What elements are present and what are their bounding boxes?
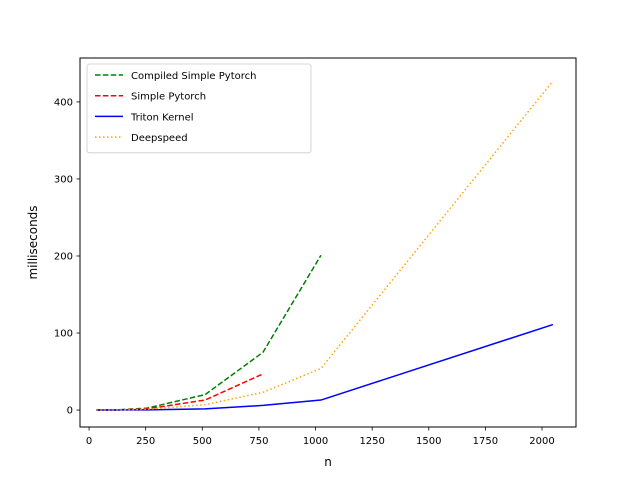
series-line-3 (96, 80, 554, 411)
series-line-0 (96, 254, 322, 411)
series-layer (96, 80, 554, 411)
x-tick-label: 500 (193, 436, 212, 447)
x-tick-label: 1750 (473, 436, 498, 447)
x-tick-label: 250 (136, 436, 155, 447)
y-tick-label: 300 (54, 174, 73, 185)
series-line-2 (96, 323, 554, 411)
y-tick-label: 200 (54, 251, 73, 262)
x-tick-label: 1000 (303, 436, 328, 447)
legend-label: Triton Kernel (130, 112, 194, 123)
y-tick-label: 400 (54, 97, 73, 108)
legend-frame (86, 63, 312, 154)
x-axis-ticks: 0 250 500 750 1000 1250 1500 1750 2000 (86, 427, 555, 447)
legend-label: Simple Pytorch (131, 92, 206, 103)
x-tick-label: 1500 (416, 436, 441, 447)
y-tick-label: 0 (67, 406, 73, 417)
x-axis-label: n (324, 455, 332, 469)
y-axis-ticks: 0 100 200 300 400 (54, 97, 80, 417)
x-tick-label: 1250 (359, 436, 384, 447)
y-axis-label: milliseconds (26, 205, 40, 279)
x-tick-label: 2000 (529, 436, 554, 447)
y-tick-label: 100 (54, 329, 73, 340)
x-tick-label: 750 (249, 436, 268, 447)
legend-label: Deepspeed (131, 133, 188, 144)
legend-label: Compiled Simple Pytorch (131, 71, 256, 82)
x-tick-label: 0 (86, 436, 92, 447)
legend: Compiled Simple Pytorch Simple Pytorch Tri… (86, 63, 312, 154)
plot-frame (79, 57, 577, 428)
